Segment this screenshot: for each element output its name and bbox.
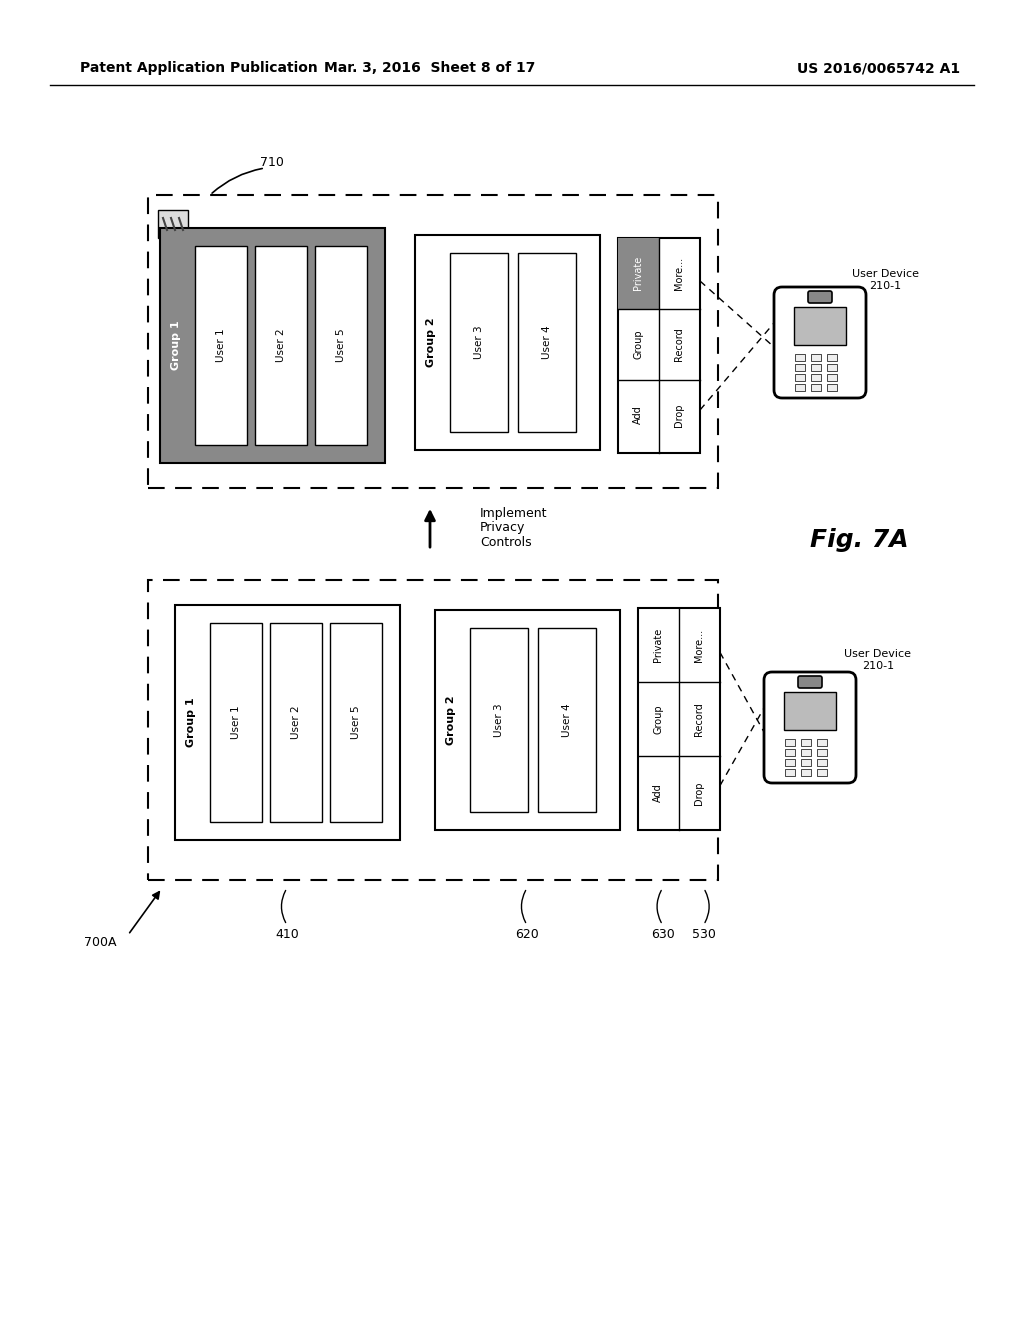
Text: Drop: Drop [694,781,705,805]
Text: User 5: User 5 [351,705,361,739]
Bar [618,238,659,309]
Text: Group 1: Group 1 [171,321,181,370]
Bar [148,579,718,880]
Text: User 1: User 1 [216,329,226,362]
Text: User 2: User 2 [291,705,301,739]
Bar [801,759,811,766]
Bar [827,384,837,391]
Text: Add: Add [633,405,643,424]
Bar [801,770,811,776]
FancyBboxPatch shape [764,672,856,783]
Bar [315,246,367,445]
Text: More...: More... [694,628,705,661]
Text: Drop: Drop [674,403,684,426]
Bar [210,623,262,822]
Text: User 1: User 1 [231,705,241,739]
Bar [160,228,385,463]
Bar [518,253,575,432]
Bar [450,253,508,432]
Text: Record: Record [694,702,705,735]
Bar [801,748,811,756]
Bar [158,210,188,238]
Bar [175,605,400,840]
Text: Mar. 3, 2016  Sheet 8 of 17: Mar. 3, 2016 Sheet 8 of 17 [325,61,536,75]
Text: Private: Private [633,256,643,290]
Text: Group 2: Group 2 [446,696,456,744]
Bar [817,759,827,766]
Text: 530: 530 [691,928,716,941]
Bar [795,364,805,371]
FancyBboxPatch shape [774,286,866,399]
Bar [785,739,795,746]
Text: Private: Private [653,628,663,663]
Text: 630: 630 [650,928,675,941]
Bar [827,374,837,381]
Text: 710: 710 [260,156,284,169]
Bar [817,739,827,746]
FancyBboxPatch shape [798,676,822,688]
Bar [330,623,382,822]
Bar [811,374,821,381]
Bar [817,770,827,776]
Text: User Device
210-1: User Device 210-1 [852,269,919,290]
Text: Group 2: Group 2 [426,317,436,367]
Text: Add: Add [653,784,663,803]
Bar [795,384,805,391]
Bar [148,195,718,488]
Text: User 4: User 4 [562,704,572,737]
Text: 410: 410 [275,928,299,941]
Bar [817,748,827,756]
Text: 700A: 700A [84,936,117,949]
Text: More...: More... [674,256,684,289]
Bar [811,364,821,371]
Bar [638,609,720,830]
Text: Fig. 7A: Fig. 7A [810,528,908,552]
Text: Record: Record [674,327,684,360]
Text: User 3: User 3 [494,704,504,737]
Bar [538,628,596,812]
Text: User 4: User 4 [542,325,552,359]
Bar [811,354,821,360]
Text: Group: Group [653,704,663,734]
Text: User Device
210-1: User Device 210-1 [845,649,911,671]
Text: 620: 620 [515,928,539,941]
Bar [415,235,600,450]
Text: US 2016/0065742 A1: US 2016/0065742 A1 [797,61,961,75]
Text: Group 1: Group 1 [186,697,196,747]
Bar [470,628,528,812]
Text: User 5: User 5 [336,329,346,362]
Bar [785,748,795,756]
FancyBboxPatch shape [808,290,831,304]
Text: Implement
Privacy
Controls: Implement Privacy Controls [480,507,548,549]
Bar [435,610,620,830]
Bar [195,246,247,445]
Bar [785,770,795,776]
Bar [801,739,811,746]
Bar [785,759,795,766]
Bar [827,364,837,371]
Text: Patent Application Publication: Patent Application Publication [80,61,317,75]
Bar [811,384,821,391]
Bar [794,308,846,345]
Bar [827,354,837,360]
Bar [795,354,805,360]
Text: User 2: User 2 [276,329,286,362]
Bar [784,692,836,730]
Bar [255,246,307,445]
Bar [795,374,805,381]
Bar [270,623,322,822]
Bar [618,238,700,453]
Text: Group: Group [633,329,643,359]
Text: User 3: User 3 [474,325,484,359]
